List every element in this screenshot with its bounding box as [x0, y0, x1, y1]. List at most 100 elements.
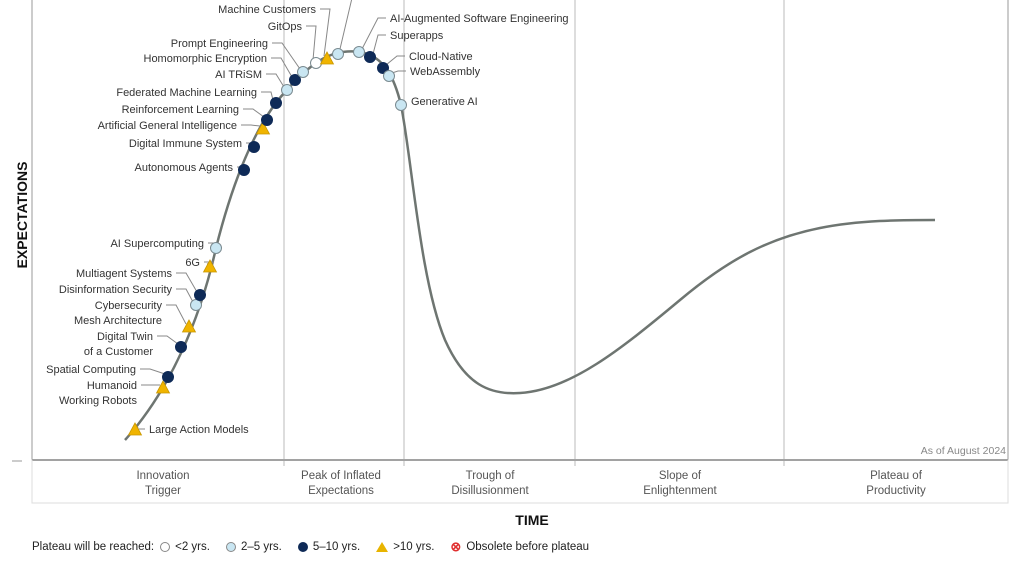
circle-marker-icon	[353, 46, 365, 58]
legend-title: Plateau will be reached:	[32, 541, 155, 553]
light-blue-circle-icon	[225, 542, 236, 552]
circle-marker-icon	[297, 66, 309, 78]
technology-label: GitOps	[268, 21, 303, 33]
technology-label: AI Supercomputing	[110, 238, 204, 250]
as-of-date: As of August 2024	[921, 445, 1006, 457]
technology-label: Federated Machine Learning	[116, 87, 257, 99]
legend-item-lt2: <2 yrs.	[160, 541, 210, 553]
leader-line	[166, 304, 187, 325]
leader-line	[306, 25, 317, 61]
chart-frame	[12, 0, 1009, 504]
technology-item: WebAssembly	[383, 66, 481, 82]
technology-label: Cybersecurity	[95, 300, 163, 312]
phase-label: Disillusionment	[451, 485, 529, 497]
phase-label: Innovation	[136, 470, 189, 482]
technology-label: Working Robots	[59, 395, 138, 407]
legend-label: 2–5 yrs.	[240, 541, 282, 553]
legend-label: <2 yrs.	[175, 541, 210, 553]
legend-label: 5–10 yrs.	[312, 541, 361, 553]
legend: Plateau will be reached: <2 yrs. 2–5 yrs…	[32, 539, 599, 555]
technology-label: Superapps	[390, 30, 444, 42]
technology-item: Spatial Computing	[46, 364, 174, 383]
technology-item: Reinforcement Learning	[122, 104, 273, 126]
circle-marker-icon	[194, 289, 206, 301]
triangle-marker-icon	[319, 51, 335, 65]
technology-label: Digital Twin	[97, 331, 153, 343]
circle-marker-icon	[261, 114, 273, 126]
circle-marker-icon	[395, 99, 407, 111]
technology-label: Cloud-Native	[409, 51, 473, 63]
technology-label: Reinforcement Learning	[122, 104, 239, 116]
technology-label: Large Action Models	[149, 424, 249, 436]
legend-label: >10 yrs.	[393, 541, 435, 553]
leader-line	[271, 57, 293, 78]
circle-marker-icon	[210, 242, 222, 254]
y-axis-label: EXPECTATIONS	[14, 162, 30, 269]
technology-label: AI-Augmented Software Engineering	[390, 13, 569, 25]
technology-item: Digital Twin of a Customer	[84, 331, 187, 358]
legend-item-2-5: 2–5 yrs.	[225, 541, 282, 553]
phase-label: Slope of	[659, 470, 702, 482]
technology-item: GitOps	[268, 21, 322, 69]
technology-item: Homomorphic Encryption	[144, 53, 301, 86]
phase-label: Trigger	[145, 485, 181, 497]
yellow-triangle-icon	[376, 542, 389, 552]
legend-item-gt10: >10 yrs.	[376, 541, 434, 553]
leader-line	[266, 73, 285, 88]
technology-label: Mesh Architecture	[74, 315, 162, 327]
technology-item: AI-Augmented Software Engineering	[353, 13, 569, 58]
technology-item: Machine Customers	[218, 4, 335, 65]
technology-label: Prompt Engineering	[171, 38, 268, 50]
circle-marker-icon	[270, 97, 282, 109]
leader-line	[372, 34, 386, 55]
technology-label: Spatial Computing	[46, 364, 136, 376]
technology-label: Generative AI	[411, 96, 478, 108]
technology-item: Autonomous Agents	[135, 162, 250, 176]
technology-item: Federated Machine Learning	[116, 87, 282, 109]
technology-item: Artificial General Intelligence	[98, 120, 271, 135]
triangle-marker-icon	[155, 380, 171, 394]
technology-label: Humanoid	[87, 380, 137, 392]
leader-line	[320, 8, 331, 57]
technology-item: Prompt Engineering	[171, 38, 309, 78]
circle-marker-icon	[281, 84, 293, 96]
technology-item: Multiagent Systems	[76, 268, 206, 301]
technology-item: Cloud-Native	[377, 51, 473, 74]
leader-line	[361, 17, 386, 50]
phase-label: Peak of Inflated	[301, 470, 381, 482]
phase-label: Expectations	[308, 485, 374, 497]
technology-item: Superapps	[364, 30, 444, 63]
technology-label: Machine Customers	[218, 4, 316, 16]
leader-line	[140, 368, 166, 375]
technology-item: Digital Immune System	[129, 138, 260, 153]
circle-marker-icon	[162, 371, 174, 383]
technology-item: Generative AI	[395, 96, 478, 111]
leader-line	[176, 288, 194, 303]
triangle-marker-icon	[255, 121, 271, 135]
leader-line	[157, 335, 179, 345]
circle-marker-icon	[383, 70, 395, 82]
technology-label: WebAssembly	[410, 66, 481, 78]
technology-item: Humanoid Working Robots	[59, 380, 171, 407]
phase-label: Trough of	[466, 470, 516, 482]
circle-marker-icon	[332, 48, 344, 60]
circle-marker-icon	[175, 341, 187, 353]
legend-item-5-10: 5–10 yrs.	[297, 541, 361, 553]
technology-item: AI Supercomputing	[110, 238, 222, 254]
technology-label: Disinformation Security	[59, 284, 173, 296]
triangle-marker-icon	[127, 422, 143, 436]
obsolete-x-circle-icon: ⊗	[450, 539, 462, 554]
hype-curve	[124, 50, 936, 441]
technology-item: AI TRiSM	[215, 69, 293, 96]
phase-label: Plateau of	[870, 470, 923, 482]
leader-line	[176, 272, 198, 293]
technology-item: Disinformation Security	[59, 284, 202, 311]
technology-label: AI TRiSM	[215, 69, 262, 81]
technology-label: of a Customer	[84, 346, 153, 358]
leader-line	[272, 42, 301, 70]
phase-label: Productivity	[866, 485, 926, 497]
leader-line	[391, 70, 406, 74]
phase-label: Enlightenment	[643, 485, 717, 497]
circle-marker-icon	[190, 299, 202, 311]
